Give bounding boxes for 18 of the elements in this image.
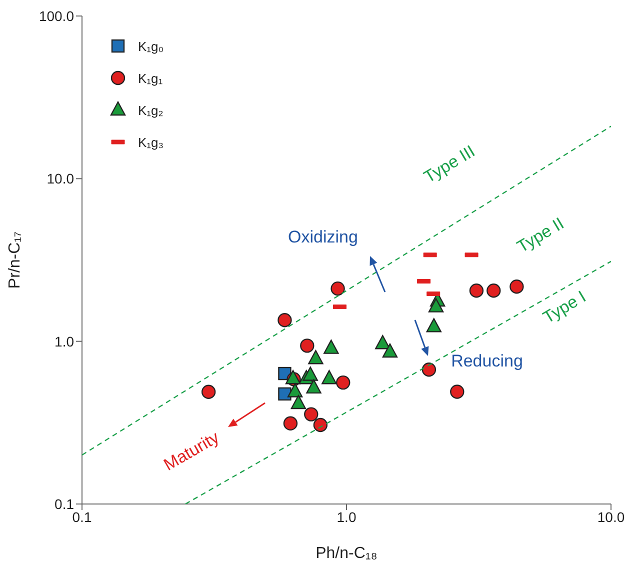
x-tick-label: 1.0 [336,508,356,525]
legend-label: K₁g₀ [138,38,164,54]
annotation: Type II [514,214,568,256]
annotation: Oxidizing [288,227,358,246]
annotation: Type I [540,287,590,328]
annotation: Type III [420,142,478,187]
y-tick-label: 100.0 [38,8,74,24]
y-tick-label: 0.1 [54,496,74,512]
legend-label: K₁g₃ [138,134,164,150]
y-axis-title: Pr/n-C₁₇ [6,231,24,289]
legend-label: K₁g₁ [138,70,163,86]
x-tick-label: 0.1 [72,508,92,525]
x-axis-title: Ph/n-C₁₈ [316,545,378,562]
y-tick-label: 10.0 [46,170,74,187]
legend-label: K₁g₂ [138,102,164,118]
y-tick-label: 1.0 [54,333,74,350]
x-tick-label: 10.0 [597,508,625,525]
annotation: Reducing [451,351,523,370]
